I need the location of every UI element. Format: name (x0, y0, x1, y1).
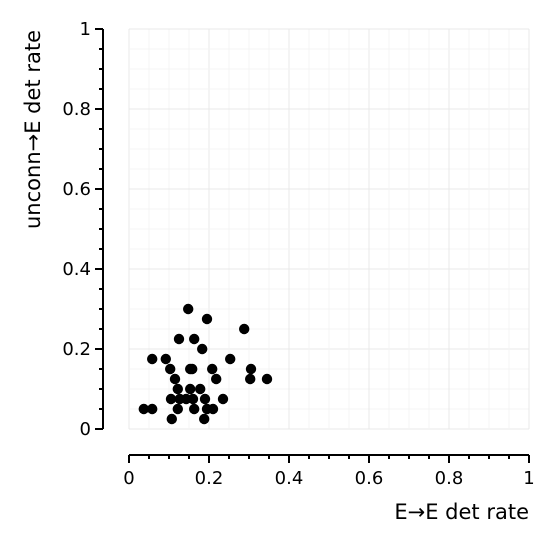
data-point (147, 353, 158, 365)
data-point (172, 403, 183, 415)
data-point (165, 363, 176, 375)
y-tick-label: 0 (80, 419, 91, 440)
x-tick-label: 0.2 (195, 468, 224, 489)
data-point (147, 403, 158, 415)
x-tick-label: 0.6 (355, 468, 384, 489)
data-point (160, 353, 171, 365)
data-point (199, 393, 211, 405)
x-axis: 0 0.2 0.4 0.6 0.8 1 (123, 454, 535, 489)
y-tick-label: 0.4 (62, 259, 91, 280)
data-point (199, 413, 210, 425)
data-point (261, 373, 273, 385)
data-point (166, 413, 177, 425)
x-tick-label: 0.4 (275, 468, 304, 489)
data-point (138, 403, 149, 415)
data-point (245, 373, 256, 385)
x-tick-label: 0 (123, 468, 134, 489)
data-points (138, 303, 273, 425)
data-point (187, 363, 198, 375)
data-point (217, 393, 229, 405)
data-point (245, 363, 257, 375)
data-point (195, 383, 206, 395)
data-point (173, 333, 185, 345)
data-point (207, 403, 219, 415)
data-point (187, 393, 199, 405)
y-tick-label: 0.2 (62, 339, 91, 360)
y-tick-label: 0.6 (62, 179, 91, 200)
data-point (197, 343, 208, 355)
y-axis: 0 0.2 0.4 0.6 0.8 1 (62, 19, 104, 440)
x-tick-label: 0.8 (435, 468, 464, 489)
data-point (169, 373, 181, 385)
data-point (185, 383, 196, 395)
y-axis-label: unconn→E det rate (21, 30, 45, 229)
y-tick-label: 0.8 (62, 99, 91, 120)
data-point (189, 333, 200, 345)
data-point (165, 393, 177, 405)
data-point (207, 363, 218, 375)
x-tick-label: 1 (523, 468, 534, 489)
data-point (201, 313, 213, 325)
data-point (225, 353, 236, 365)
data-point (183, 303, 194, 315)
y-tick-label: 1 (80, 19, 91, 40)
x-axis-label: E→E det rate (394, 500, 529, 524)
data-point (172, 383, 183, 395)
data-point (239, 323, 250, 335)
data-point (211, 373, 222, 385)
data-point (189, 403, 200, 415)
